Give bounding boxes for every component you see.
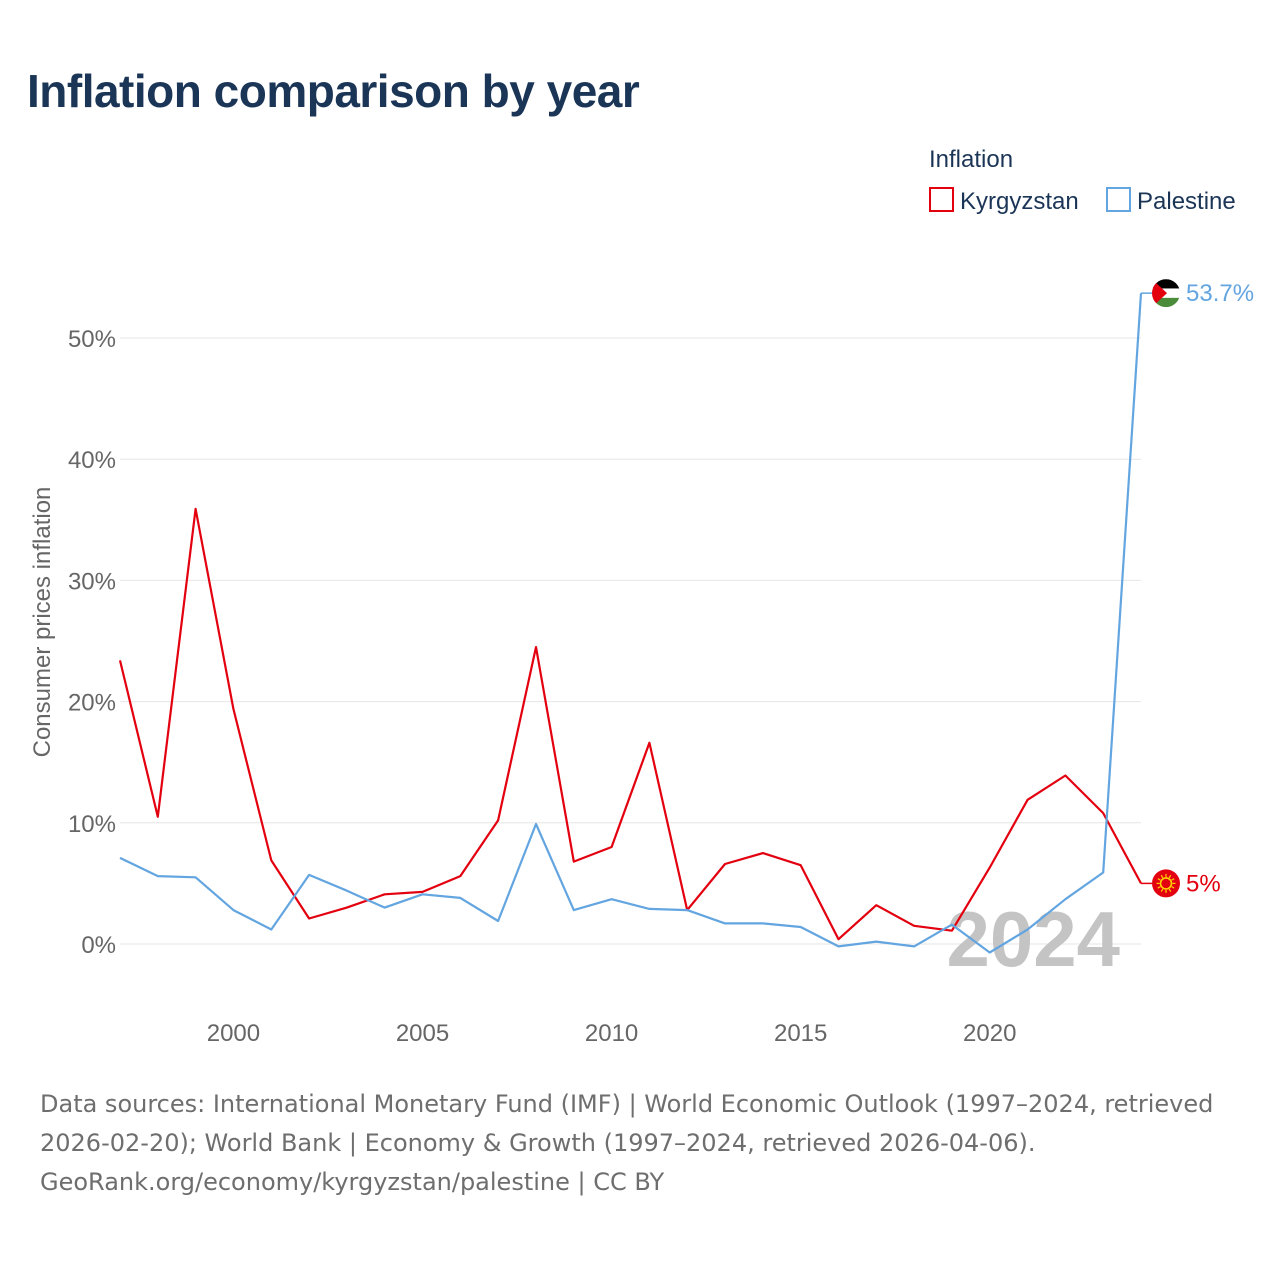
flag-sun-ray: [1160, 888, 1164, 892]
series-line-kyrgyzstan: [118, 507, 1142, 941]
flag-sun-ray: [1160, 874, 1164, 879]
chart-title: Inflation comparison by year: [27, 65, 640, 117]
x-tick-label: 2015: [774, 1020, 827, 1047]
data-sources: Data sources: International Monetary Fun…: [40, 1090, 1214, 1157]
flag-sun-ray: [1157, 878, 1161, 881]
year-watermark: 2024: [946, 895, 1120, 983]
x-tick-label: 2005: [396, 1020, 449, 1047]
flag-sun-ray: [1157, 886, 1161, 889]
series-line-palestine: [119, 293, 1143, 954]
y-axis-label: Consumer prices inflation: [29, 487, 56, 758]
legend-label-palestine: Palestine: [1137, 188, 1236, 215]
flag-sun-ray: [1168, 888, 1172, 892]
legend-title: Inflation: [929, 146, 1013, 173]
y-tick-label: 40%: [68, 447, 116, 474]
legend-swatch-palestine: [1106, 187, 1131, 212]
chart-footer: Data sources: International Monetary Fun…: [40, 1085, 1255, 1202]
legend-swatch-kyrgyzstan: [929, 187, 954, 212]
y-tick-label: 20%: [68, 690, 116, 717]
legend-label-kyrgyzstan: Kyrgyzstan: [960, 188, 1079, 215]
source-credit: GeoRank.org/economy/kyrgyzstan/palestine…: [40, 1168, 665, 1196]
y-tick-label: 10%: [68, 811, 116, 838]
flag-sun-ray: [1168, 874, 1172, 879]
y-tick-label: 50%: [68, 326, 116, 353]
x-tick-label: 2010: [585, 1020, 638, 1047]
palestine-flag-icon: [1152, 279, 1180, 308]
y-tick-label: 30%: [68, 568, 116, 595]
end-value-label: 53.7%: [1186, 280, 1254, 307]
flag-sun-ray: [1171, 886, 1175, 889]
x-tick-label: 2000: [207, 1020, 260, 1047]
kyrgyzstan-flag-icon: [1152, 869, 1180, 898]
x-tick-label: 2020: [963, 1020, 1016, 1047]
end-value-label: 5%: [1186, 870, 1221, 897]
flag-sun: [1159, 877, 1173, 890]
flag-sun-ray: [1171, 878, 1175, 881]
y-tick-label: 0%: [81, 932, 116, 959]
